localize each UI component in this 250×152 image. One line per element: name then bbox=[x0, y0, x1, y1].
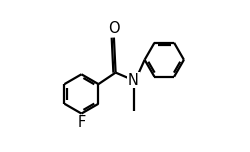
Text: N: N bbox=[128, 73, 139, 88]
Text: F: F bbox=[77, 116, 86, 130]
Text: O: O bbox=[108, 21, 120, 36]
